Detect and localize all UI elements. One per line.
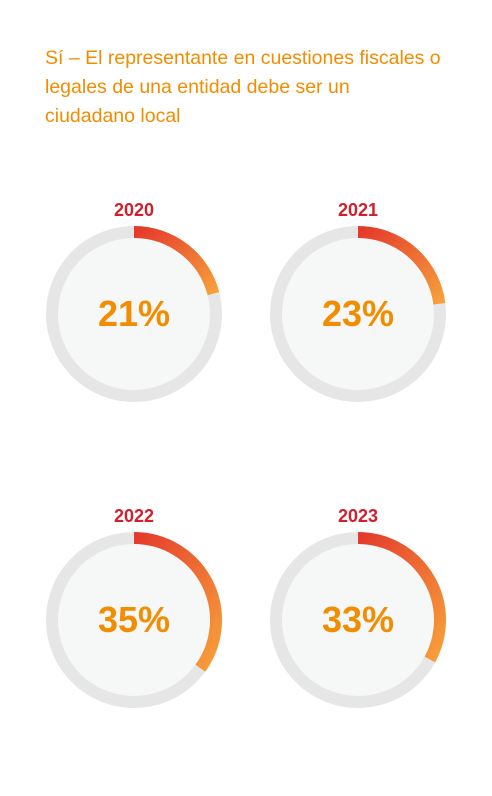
ring-chart (270, 226, 446, 402)
ring-chart (46, 226, 222, 402)
year-label: 2023 (337, 506, 379, 526)
year-label: 2021 (337, 200, 379, 220)
ring-inner-disc (281, 543, 435, 697)
progress-arc-2022 (133, 532, 222, 672)
progress-arc-2023 (357, 532, 446, 663)
gauge-2020: 2020 21% (44, 200, 224, 420)
progress-arc-2021 (357, 226, 446, 305)
progress-arc-2020 (133, 226, 220, 296)
percent-value: 21% (97, 293, 171, 334)
chart-title: Sí – El representante en cuestiones fisc… (45, 47, 441, 127)
year-label: 2022 (113, 506, 155, 526)
gauge-2021: 2021 23% (268, 200, 448, 420)
ring-inner-disc (281, 237, 435, 391)
percent-value: 35% (97, 599, 171, 640)
gauge-2022: 2022 35% (44, 506, 224, 726)
ring-chart (270, 532, 446, 708)
year-label: 2020 (113, 200, 155, 220)
percent-value: 33% (321, 599, 395, 640)
gauge-2023: 2023 33% (268, 506, 448, 726)
ring-chart (46, 532, 222, 708)
ring-inner-disc (57, 543, 211, 697)
percent-value: 23% (321, 293, 395, 334)
ring-inner-disc (57, 237, 211, 391)
